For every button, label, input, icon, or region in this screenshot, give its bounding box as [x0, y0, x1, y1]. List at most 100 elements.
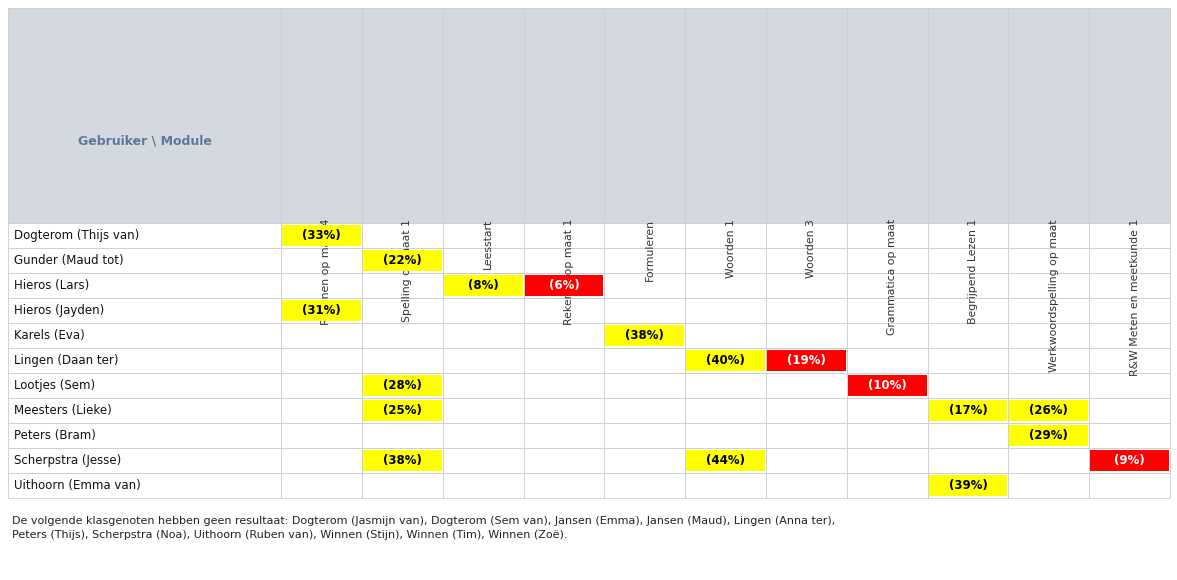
Bar	[847, 375, 926, 396]
Text: (26%): (26%)	[1030, 404, 1069, 417]
Bar	[604, 323, 685, 348]
Text: (22%): (22%)	[383, 254, 421, 267]
Bar	[524, 473, 604, 498]
Bar	[1090, 450, 1169, 471]
Bar	[361, 448, 443, 473]
Text: (38%): (38%)	[383, 454, 421, 467]
Bar	[846, 298, 927, 323]
Bar	[282, 300, 361, 321]
Text: Woorden 3: Woorden 3	[806, 219, 817, 278]
Text: Peters (Bram): Peters (Bram)	[14, 429, 95, 442]
Bar	[927, 423, 1009, 448]
Text: (44%): (44%)	[706, 454, 745, 467]
Bar	[361, 323, 443, 348]
Bar	[443, 448, 524, 473]
Bar	[766, 423, 846, 448]
Bar	[1089, 298, 1170, 323]
Text: Gebruiker \ Module: Gebruiker \ Module	[78, 135, 212, 148]
Bar	[929, 475, 1008, 496]
Text: Lootjes (Sem): Lootjes (Sem)	[14, 379, 95, 392]
Bar	[281, 373, 361, 398]
Bar	[8, 473, 281, 498]
Bar	[361, 298, 443, 323]
Bar	[524, 348, 604, 373]
Bar	[1089, 248, 1170, 273]
Bar	[524, 8, 604, 223]
Bar	[524, 248, 604, 273]
Bar	[685, 298, 766, 323]
Bar	[685, 373, 766, 398]
Text: Rekenen op maat 1: Rekenen op maat 1	[564, 219, 574, 325]
Bar	[443, 473, 524, 498]
Text: (6%): (6%)	[548, 279, 579, 292]
Bar	[1009, 348, 1089, 373]
Bar	[444, 275, 523, 296]
Bar	[604, 473, 685, 498]
Bar	[1009, 8, 1089, 223]
Bar	[685, 398, 766, 423]
Bar	[443, 398, 524, 423]
Bar	[363, 250, 441, 271]
Bar	[443, 298, 524, 323]
Text: Leesstart: Leesstart	[483, 219, 493, 269]
Bar	[1009, 448, 1089, 473]
Bar	[363, 400, 441, 421]
Bar	[524, 448, 604, 473]
Bar	[281, 398, 361, 423]
Text: De volgende klasgenoten hebben geen resultaat: Dogterom (Jasmijn van), Dogterom : De volgende klasgenoten hebben geen resu…	[12, 516, 836, 526]
Bar	[1089, 373, 1170, 398]
Bar	[927, 273, 1009, 298]
Bar	[604, 423, 685, 448]
Bar	[8, 398, 281, 423]
Bar	[8, 423, 281, 448]
Bar	[8, 8, 281, 223]
Text: Begrijpend Lezen 1: Begrijpend Lezen 1	[967, 219, 978, 324]
Bar	[8, 248, 281, 273]
Bar	[685, 473, 766, 498]
Bar	[282, 225, 361, 246]
Bar	[685, 423, 766, 448]
Text: (31%): (31%)	[302, 304, 341, 317]
Bar	[1009, 473, 1089, 498]
Bar	[604, 298, 685, 323]
Bar	[361, 473, 443, 498]
Text: Hieros (Jayden): Hieros (Jayden)	[14, 304, 105, 317]
Bar	[927, 348, 1009, 373]
Bar	[685, 223, 766, 248]
Bar	[927, 398, 1009, 423]
Bar	[929, 400, 1008, 421]
Text: Hieros (Lars): Hieros (Lars)	[14, 279, 89, 292]
Bar	[604, 8, 685, 223]
Bar	[685, 348, 766, 373]
Bar	[524, 273, 604, 298]
Bar	[443, 348, 524, 373]
Bar	[766, 273, 846, 298]
Text: Grammatica op maat: Grammatica op maat	[887, 219, 897, 335]
Bar	[1089, 423, 1170, 448]
Text: Rekenen op maat 4: Rekenen op maat 4	[321, 219, 332, 325]
Bar	[443, 373, 524, 398]
Bar	[1089, 348, 1170, 373]
Bar	[361, 423, 443, 448]
Bar	[361, 248, 443, 273]
Bar	[846, 423, 927, 448]
Text: (25%): (25%)	[383, 404, 421, 417]
Bar	[604, 448, 685, 473]
Text: Scherpstra (Jesse): Scherpstra (Jesse)	[14, 454, 121, 467]
Bar	[1009, 323, 1089, 348]
Bar	[1010, 400, 1089, 421]
Bar	[927, 223, 1009, 248]
Bar	[281, 8, 361, 223]
Bar	[927, 473, 1009, 498]
Bar	[8, 348, 281, 373]
Text: Meesters (Lieke): Meesters (Lieke)	[14, 404, 112, 417]
Bar	[524, 423, 604, 448]
Bar	[846, 223, 927, 248]
Bar	[927, 248, 1009, 273]
Bar	[443, 8, 524, 223]
Bar	[524, 323, 604, 348]
Text: Woorden 1: Woorden 1	[725, 219, 736, 278]
Bar	[686, 350, 765, 371]
Text: Formuleren: Formuleren	[645, 219, 654, 281]
Bar	[281, 323, 361, 348]
